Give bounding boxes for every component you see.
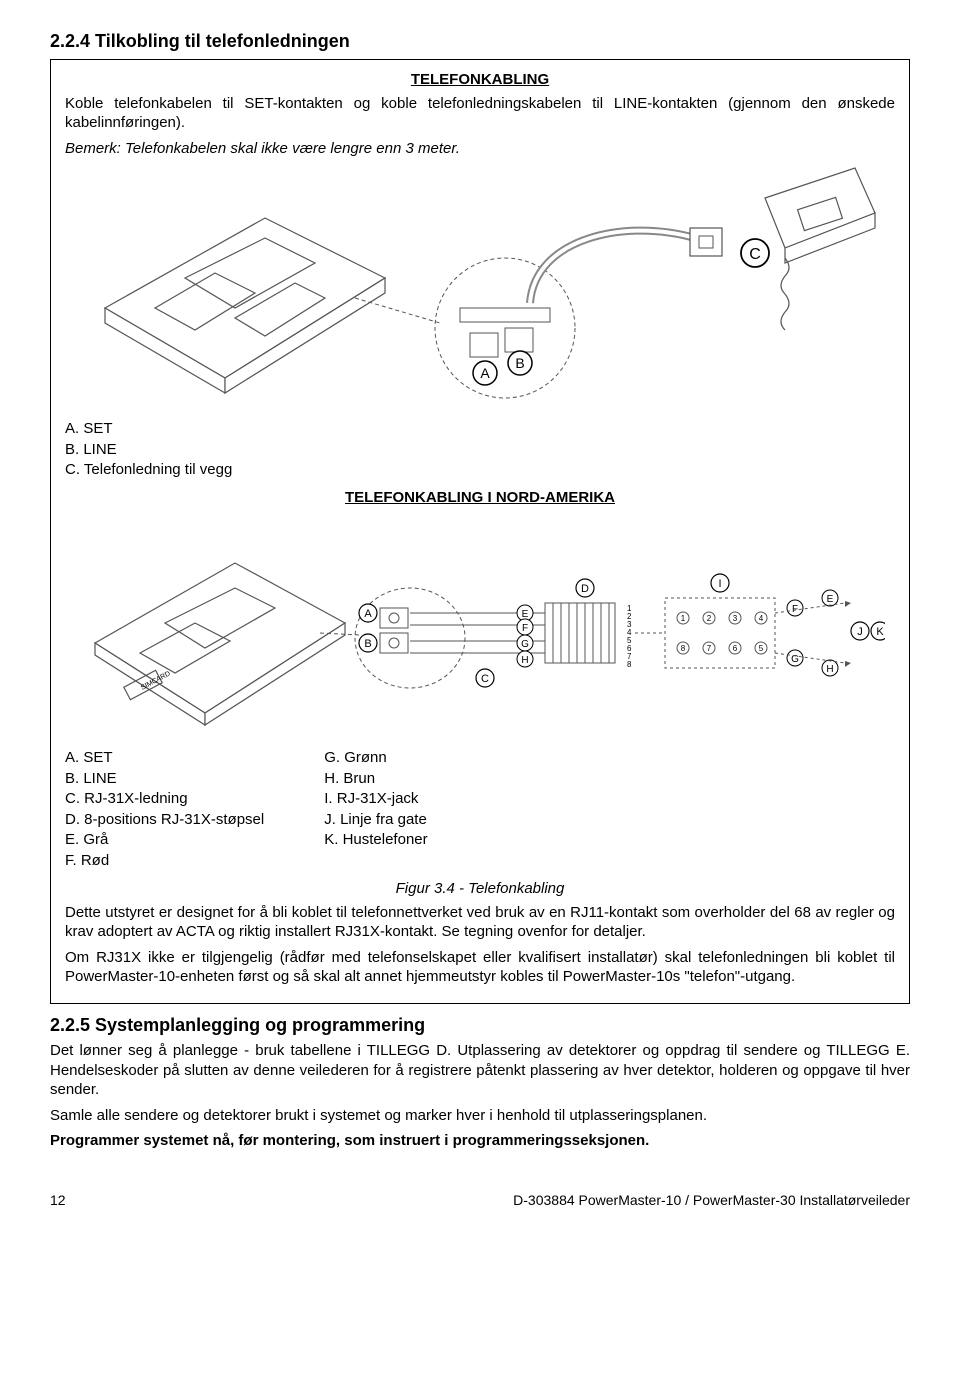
d2-k: K: [876, 626, 884, 638]
j7: 7: [707, 644, 712, 653]
box-para-2: Om RJ31X ikke er tilgjengelig (rådfør me…: [65, 948, 895, 987]
box-title-2: TELEFONKABLING I NORD-AMERIKA: [65, 488, 895, 508]
legend2-a: A. SET: [65, 748, 264, 768]
para-3: Det lønner seg å planlegge - bruk tabell…: [50, 1041, 910, 1100]
d2-i: I: [718, 578, 721, 590]
legend2-c: C. RJ-31X-ledning: [65, 789, 264, 809]
diagram-2: SIMCARD A B C E F G H: [65, 513, 885, 743]
j8: 8: [681, 644, 686, 653]
diagram1-label-b: B: [515, 355, 524, 371]
diagram1-label-c: C: [749, 246, 761, 263]
note-line: Bemerk: Telefonkabelen skal ikke være le…: [65, 139, 895, 159]
note-body: Telefonkabelen skal ikke være lengre enn…: [125, 140, 460, 157]
telefonkabling-box: TELEFONKABLING Koble telefonkabelen til …: [50, 59, 910, 1004]
legend2-f: F. Rød: [65, 851, 264, 871]
section-heading-225: 2.2.5 Systemplanlegging og programmering: [50, 1014, 910, 1037]
legend2-g: G. Grønn: [324, 748, 427, 768]
d2-f2: F: [792, 604, 798, 615]
legend-1: A. SET B. LINE C. Telefonledning til veg…: [65, 419, 895, 480]
pin8: 8: [627, 660, 632, 669]
d2-c: C: [481, 673, 489, 685]
bold-instruction: Programmer systemet nå, før montering, s…: [50, 1131, 910, 1151]
legend-2-left: A. SET B. LINE C. RJ-31X-ledning D. 8-po…: [65, 747, 264, 871]
j6: 6: [733, 644, 738, 653]
legend2-k: K. Hustelefoner: [324, 830, 427, 850]
section-heading-224: 2.2.4 Tilkobling til telefonledningen: [50, 30, 910, 53]
d2-j: J: [857, 626, 863, 638]
legend-2-right: G. Grønn H. Brun I. RJ-31X-jack J. Linje…: [324, 747, 427, 871]
figure-caption: Figur 3.4 - Telefonkabling: [65, 879, 895, 899]
footer-doc-id: D-303884 PowerMaster-10 / PowerMaster-30…: [513, 1191, 910, 1209]
legend2-b: B. LINE: [65, 769, 264, 789]
legend2-j: J. Linje fra gate: [324, 810, 427, 830]
legend1-a: A. SET: [65, 419, 895, 439]
legend-2: A. SET B. LINE C. RJ-31X-ledning D. 8-po…: [65, 747, 895, 871]
box-title-1: TELEFONKABLING: [65, 70, 895, 90]
d2-b: B: [364, 638, 371, 650]
d2-a: A: [364, 608, 372, 620]
legend2-e: E. Grå: [65, 830, 264, 850]
d2-f1: F: [522, 623, 528, 634]
para-4: Samle alle sendere og detektorer brukt i…: [50, 1106, 910, 1126]
intro-paragraph: Koble telefonkabelen til SET-kontakten o…: [65, 94, 895, 133]
note-prefix: Bemerk:: [65, 140, 125, 157]
j4: 4: [759, 614, 764, 623]
legend2-d: D. 8-positions RJ-31X-støpsel: [65, 810, 264, 830]
legend1-b: B. LINE: [65, 440, 895, 460]
diagram-1: A B C: [65, 158, 885, 418]
legend2-i: I. RJ-31X-jack: [324, 789, 427, 809]
diagram1-label-a: A: [480, 365, 490, 381]
d2-e2: E: [827, 594, 834, 605]
j5: 5: [759, 644, 764, 653]
j3: 3: [733, 614, 738, 623]
legend2-h: H. Brun: [324, 769, 427, 789]
d2-h1: H: [521, 655, 528, 666]
d2-d: D: [581, 583, 589, 595]
footer-page-number: 12: [50, 1191, 66, 1209]
d2-e1: E: [522, 609, 529, 620]
legend1-c: C. Telefonledning til vegg: [65, 460, 895, 480]
d2-g1: G: [521, 639, 529, 650]
j2: 2: [707, 614, 712, 623]
j1: 1: [681, 614, 686, 623]
box-para-1: Dette utstyret er designet for å bli kob…: [65, 903, 895, 942]
page-footer: 12 D-303884 PowerMaster-10 / PowerMaster…: [50, 1191, 910, 1209]
d2-h2: H: [826, 664, 833, 675]
